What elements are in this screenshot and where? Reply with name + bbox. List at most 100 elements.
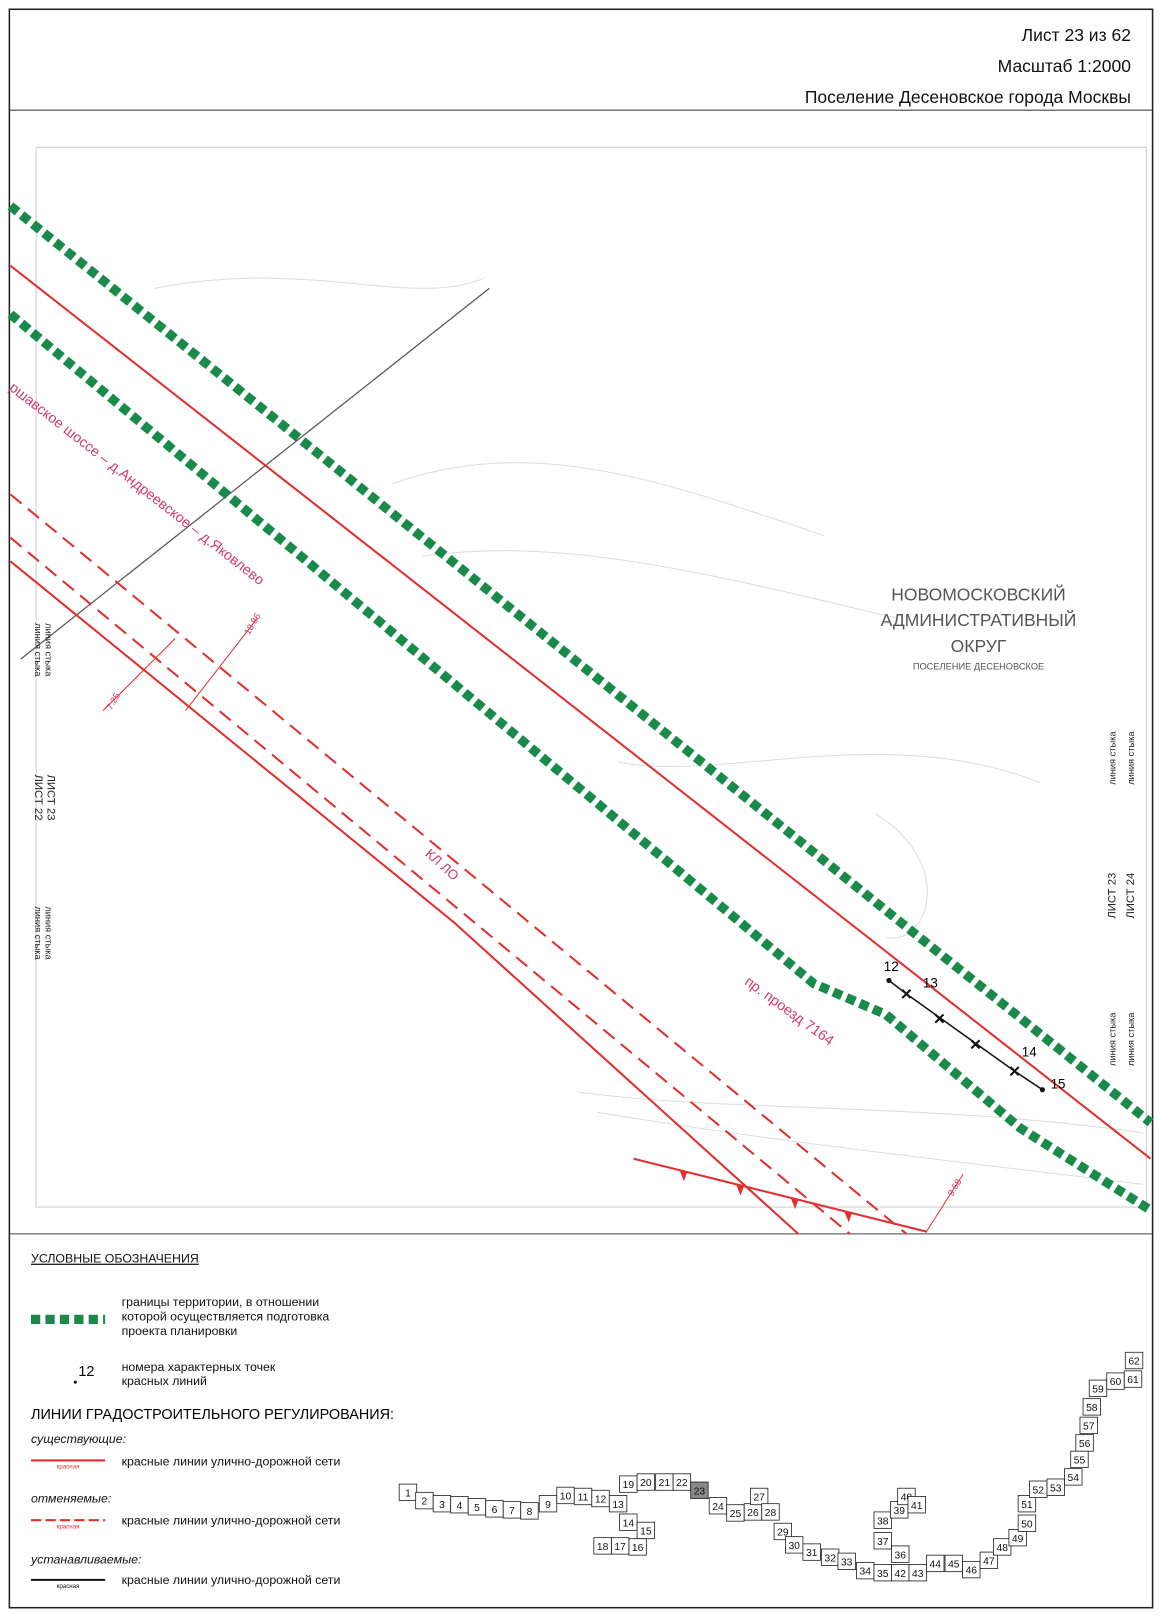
index-number: 18 [597,1542,609,1553]
district: НОВОМОСКОВСКИЙ [891,583,1065,604]
index-number: 5 [474,1503,480,1514]
map-frame [35,146,1147,1208]
index-number: 7 [509,1506,515,1517]
legend-text: красные линии улично-дорожной сети [122,1573,341,1587]
dimension [102,638,176,712]
index-number: 8 [527,1507,533,1518]
legend-sample: красная [57,1583,80,1590]
legend-text: устанавливаемые: [30,1552,141,1566]
index-cell [926,1554,945,1573]
junction: линия стыка [33,906,43,960]
index-number: 6 [492,1505,498,1516]
index-cell [593,1537,612,1555]
index-number: 21 [659,1478,671,1489]
sheet-label: ЛИСТ 22 [32,774,44,820]
cable-label: КЛ ЛО [422,846,461,884]
index-cell [873,1532,892,1550]
sheet-label: ЛИСТ 23 [1106,873,1118,919]
index-number: 36 [895,1550,907,1561]
district: ОКРУГ [951,636,1007,656]
index-number: 48 [996,1543,1008,1554]
index-number: 61 [1127,1375,1139,1386]
index-number: 17 [614,1542,626,1553]
settlement: Поселение Десеновское города Москвы [805,87,1131,107]
index-number: 47 [983,1556,995,1567]
red-dashed [9,493,908,1235]
index-number: 43 [912,1569,924,1580]
index-number: 30 [788,1541,800,1552]
index-number: 31 [806,1548,818,1559]
slope-mark [679,1171,852,1223]
index-number: 32 [824,1553,836,1564]
index-cell [1008,1529,1027,1547]
index-number: 57 [1083,1422,1095,1433]
index-number: 29 [777,1528,789,1539]
point-label: 12 [884,959,899,974]
index-number: 23 [694,1486,706,1497]
index-number: 20 [640,1478,652,1489]
legend-text: красных линий [122,1374,207,1388]
index-number: 22 [676,1478,688,1489]
point-label: 15 [1051,1077,1066,1092]
index-number: 49 [1012,1534,1024,1545]
index-number: 46 [966,1566,978,1577]
cross-mark [901,989,1020,1076]
map: 12 13 14 15 НОВОМОСКОВСКИЙ АДМИНИСТРАТИВ… [6,146,1154,1235]
dimension-label: 9.68 [946,1177,964,1198]
index-number: 56 [1079,1439,1091,1450]
dimension [926,1173,964,1232]
index-number: 52 [1033,1485,1045,1496]
new-red-line [888,979,1043,1091]
index-number: 54 [1068,1473,1080,1484]
index-number: 40 [901,1493,913,1504]
settlement-label: ПОСЕЛЕНИЕ ДЕСЕНОВСКОЕ [913,661,1044,671]
legend: УСЛОВНЫЕ ОБОЗНАЧЕНИЯ границы территории,… [30,1252,394,1590]
point [1039,1087,1045,1093]
contour [154,277,1144,1185]
legend-point-label: 12 [78,1364,94,1380]
index-cell [802,1543,821,1561]
index-cell [1082,1398,1101,1416]
junction: линия стыка [43,906,53,960]
index-cell [1123,1370,1143,1388]
index-cell [1046,1478,1065,1496]
sheet-number: Лист 23 из 62 [1022,25,1131,45]
index-cell [837,1552,856,1571]
legend-text: красные линии улично-дорожной сети [122,1455,341,1469]
legend-text: номера характерных точек [122,1360,276,1374]
legend-text: проекта планировки [122,1324,238,1338]
index-cell [908,1564,927,1582]
dimension-label: 18.86 [242,611,262,636]
index-number: 55 [1074,1456,1086,1467]
point-label: 13 [923,976,938,991]
legend-sample: красная [57,1523,80,1530]
index-number: 4 [457,1501,463,1512]
index-number: 25 [730,1509,742,1520]
index-cell [873,1511,892,1529]
border [8,8,1154,1609]
index-number: 38 [877,1516,889,1527]
legend-text: существующие: [31,1432,126,1446]
legend-heading: ЛИНИИ ГРАДОСТРОИТЕЛЬНОГО РЕГУЛИРОВАНИЯ: [31,1407,394,1423]
index-number: 58 [1086,1403,1098,1414]
index-cell [891,1545,910,1563]
index-number: 51 [1021,1500,1033,1511]
dimension [185,617,258,711]
junction: линия стыка [33,623,43,677]
index-number: 53 [1050,1483,1062,1494]
index-cell [1075,1434,1094,1452]
index-cell [1017,1495,1037,1513]
index-number: 26 [747,1508,759,1519]
index-number: 2 [422,1497,428,1508]
index-cell [993,1538,1012,1556]
index-number: 41 [911,1501,923,1512]
index-number: 35 [877,1569,889,1580]
legend-text: красные линии улично-дорожной сети [122,1513,341,1527]
index-cell [636,1473,656,1491]
junction: линия стыка [1107,731,1117,785]
legend-title: УСЛОВНЫЕ ОБОЗНАЧЕНИЯ [31,1252,199,1266]
legend-point [73,1380,77,1384]
